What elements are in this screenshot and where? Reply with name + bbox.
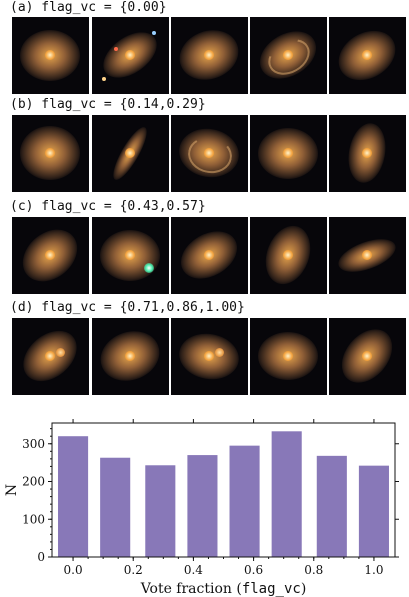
panel-a-label: (a) flag_vc = {0.00} bbox=[10, 0, 167, 15]
galaxy-thumbnail bbox=[12, 17, 89, 94]
galaxy-thumbnail bbox=[12, 217, 89, 294]
galaxy-thumbnail bbox=[92, 17, 169, 94]
x-tick-label: 0.2 bbox=[124, 563, 143, 577]
galaxy-thumbnail bbox=[171, 17, 248, 94]
companion-core bbox=[56, 348, 65, 357]
galaxy-thumbnail bbox=[92, 217, 169, 294]
panel-c-label: (c) flag_vc = {0.43,0.57} bbox=[10, 199, 206, 214]
galaxy-thumbnail bbox=[250, 115, 327, 192]
galaxy-core bbox=[45, 148, 55, 158]
galaxy-thumbnail bbox=[250, 17, 327, 94]
galaxy-core bbox=[125, 50, 135, 60]
y-axis-label: N bbox=[4, 484, 20, 496]
bar bbox=[271, 431, 302, 557]
y-tick-label: 100 bbox=[22, 512, 45, 526]
x-tick-label: 0.8 bbox=[304, 563, 323, 577]
galaxy-thumbnail bbox=[250, 318, 327, 395]
vote-fraction-histogram: 0.0 0.2 0.4 0.6 0.8 1.0 0 100 200 300 N Vote fracti… bbox=[4, 419, 399, 597]
galaxy-core bbox=[283, 250, 293, 260]
y-tick-label: 300 bbox=[22, 437, 45, 451]
panel-d-label: (d) flag_vc = {0.71,0.86,1.00} bbox=[10, 300, 245, 315]
galaxy-core bbox=[362, 351, 372, 361]
x-axis-label: Vote fraction (flag_vc) bbox=[140, 581, 307, 597]
galaxy-thumbnail bbox=[171, 217, 248, 294]
galaxy-thumbnail bbox=[92, 115, 169, 192]
bar bbox=[100, 457, 131, 557]
x-tick-label: 0.4 bbox=[184, 563, 203, 577]
galaxy-thumbnail bbox=[329, 318, 406, 395]
galaxy-core bbox=[45, 351, 55, 361]
galaxy-core bbox=[45, 250, 55, 260]
galaxy-core bbox=[283, 50, 293, 60]
x-tick-label: 0.6 bbox=[244, 563, 263, 577]
galaxy-core bbox=[283, 148, 293, 158]
y-tick-label: 0 bbox=[37, 550, 45, 564]
galaxy-core bbox=[283, 351, 293, 361]
background-star bbox=[152, 31, 156, 35]
panel-b-label: (b) flag_vc = {0.14,0.29} bbox=[10, 97, 206, 112]
bar bbox=[316, 455, 347, 557]
galaxy-thumbnail bbox=[329, 17, 406, 94]
galaxy-core bbox=[362, 148, 372, 158]
bar bbox=[358, 465, 389, 557]
bar bbox=[187, 455, 218, 557]
galaxy-thumbnail bbox=[329, 115, 406, 192]
background-star bbox=[114, 47, 118, 51]
galaxy-core bbox=[204, 351, 214, 361]
galaxy-thumbnail bbox=[171, 318, 248, 395]
bar bbox=[145, 465, 176, 557]
x-tick-label: 1.0 bbox=[364, 563, 383, 577]
x-tick-label: 0.0 bbox=[64, 563, 83, 577]
galaxy-core bbox=[362, 250, 372, 260]
galaxy-core bbox=[125, 250, 135, 260]
galaxy-core bbox=[125, 148, 135, 158]
background-star bbox=[102, 77, 106, 81]
bar bbox=[58, 436, 89, 557]
galaxy-thumbnail bbox=[12, 115, 89, 192]
galaxy-core bbox=[125, 351, 135, 361]
galaxy-thumbnail bbox=[250, 217, 327, 294]
galaxy-core bbox=[204, 250, 214, 260]
galaxy-thumbnail bbox=[92, 318, 169, 395]
galaxy-core bbox=[204, 50, 214, 60]
galaxy-thumbnail bbox=[171, 115, 248, 192]
companion-core bbox=[215, 348, 224, 357]
galaxy-core bbox=[362, 50, 372, 60]
y-tick-label: 200 bbox=[22, 475, 45, 489]
galaxy-thumbnail bbox=[12, 318, 89, 395]
foreground-star bbox=[144, 263, 154, 273]
galaxy-core bbox=[45, 50, 55, 60]
galaxy-thumbnail bbox=[329, 217, 406, 294]
bar bbox=[229, 445, 260, 557]
galaxy-core bbox=[204, 148, 214, 158]
